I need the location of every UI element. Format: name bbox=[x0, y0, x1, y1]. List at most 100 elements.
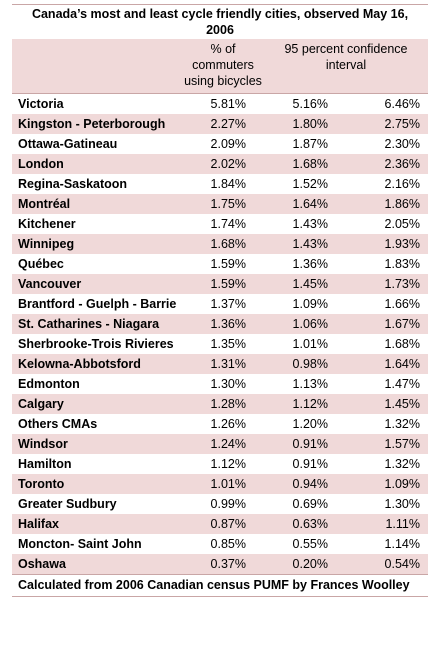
percent-cell: 1.24% bbox=[210, 437, 246, 451]
table-row: Oshawa 0.37% 0.20% 0.54% bbox=[12, 554, 428, 574]
percent-cell: 1.68% bbox=[210, 237, 246, 251]
percent-cell: 2.09% bbox=[210, 137, 246, 151]
ci-low-cell: 1.06% bbox=[292, 317, 328, 331]
table-row: Montréal 1.75% 1.64% 1.86% bbox=[12, 194, 428, 214]
table-row: Brantford - Guelph - Barrie 1.37% 1.09% 1.6… bbox=[12, 294, 428, 314]
ci-high-cell: 2.05% bbox=[384, 217, 420, 231]
table-row: Halifax 0.87% 0.63% 1.11% bbox=[12, 514, 428, 534]
ci-low-cell: 0.69% bbox=[292, 497, 328, 511]
ci-low-cell: 1.43% bbox=[292, 217, 328, 231]
ci-high-cell: 1.64% bbox=[384, 357, 420, 371]
percent-cell: 1.12% bbox=[210, 457, 246, 471]
city-cell: Halifax bbox=[18, 517, 59, 531]
percent-cell: 0.85% bbox=[210, 537, 246, 551]
city-cell: Oshawa bbox=[18, 557, 66, 571]
percent-cell: 1.31% bbox=[210, 357, 246, 371]
city-cell: Montréal bbox=[18, 197, 71, 211]
percent-cell: 1.37% bbox=[210, 297, 246, 311]
table-row: Kingston - Peterborough 2.27% 1.80% 2.75% bbox=[12, 114, 428, 134]
percent-cell: 1.75% bbox=[210, 197, 246, 211]
ci-low-cell: 1.68% bbox=[292, 157, 328, 171]
percent-cell: 0.99% bbox=[210, 497, 246, 511]
ci-high-cell: 1.57% bbox=[384, 437, 420, 451]
percent-cell: 0.37% bbox=[210, 557, 246, 571]
table-row: Sherbrooke-Trois Rivieres 1.35% 1.01% 1.68% bbox=[12, 334, 428, 354]
percent-cell: 0.87% bbox=[210, 517, 246, 531]
city-cell: Hamilton bbox=[18, 457, 72, 471]
city-cell: Moncton- Saint John bbox=[18, 537, 142, 551]
percent-cell: 1.26% bbox=[210, 417, 246, 431]
ci-high-cell: 1.47% bbox=[384, 377, 420, 391]
table-row: Hamilton 1.12% 0.91% 1.32% bbox=[12, 454, 428, 474]
header-pct: % of commuters using bicycles bbox=[184, 42, 262, 88]
ci-low-cell: 1.45% bbox=[292, 277, 328, 291]
city-cell: Kingston - Peterborough bbox=[18, 117, 166, 131]
city-cell: Vancouver bbox=[18, 277, 82, 291]
ci-low-cell: 1.13% bbox=[292, 377, 328, 391]
ci-high-cell: 1.32% bbox=[384, 417, 420, 431]
ci-low-cell: 1.09% bbox=[292, 297, 328, 311]
ci-high-cell: 1.45% bbox=[384, 397, 420, 411]
ci-low-cell: 1.12% bbox=[292, 397, 328, 411]
city-cell: Ottawa-Gatineau bbox=[18, 137, 118, 151]
ci-high-cell: 2.75% bbox=[384, 117, 420, 131]
ci-high-cell: 2.36% bbox=[384, 157, 420, 171]
ci-low-cell: 1.80% bbox=[292, 117, 328, 131]
ci-high-cell: 6.46% bbox=[384, 97, 420, 111]
city-cell: Kelowna-Abbotsford bbox=[18, 357, 141, 371]
table-row: Greater Sudbury 0.99% 0.69% 1.30% bbox=[12, 494, 428, 514]
percent-cell: 1.59% bbox=[210, 277, 246, 291]
ci-high-cell: 1.14% bbox=[384, 537, 420, 551]
city-cell: Québec bbox=[18, 257, 64, 271]
percent-cell: 1.84% bbox=[210, 177, 246, 191]
table-row: Calgary 1.28% 1.12% 1.45% bbox=[12, 394, 428, 414]
city-cell: Victoria bbox=[18, 97, 64, 111]
ci-low-cell: 0.91% bbox=[292, 437, 328, 451]
city-cell: Greater Sudbury bbox=[18, 497, 117, 511]
ci-low-cell: 0.91% bbox=[292, 457, 328, 471]
ci-low-cell: 0.20% bbox=[292, 557, 328, 571]
percent-cell: 1.01% bbox=[210, 477, 246, 491]
ci-high-cell: 1.09% bbox=[384, 477, 420, 491]
city-cell: Regina-Saskatoon bbox=[18, 177, 128, 191]
ci-low-cell: 5.16% bbox=[292, 97, 328, 111]
ci-high-cell: 1.66% bbox=[384, 297, 420, 311]
table-body: Victoria 5.81% 5.16% 6.46% Kingston - Peterb… bbox=[12, 94, 428, 574]
percent-cell: 1.59% bbox=[210, 257, 246, 271]
table-header: % of commuters using bicycles 95 percent… bbox=[12, 39, 428, 94]
city-cell: Windsor bbox=[18, 437, 68, 451]
table-footer: Calculated from 2006 Canadian census PUM… bbox=[12, 574, 428, 596]
percent-cell: 1.35% bbox=[210, 337, 246, 351]
percent-cell: 1.30% bbox=[210, 377, 246, 391]
header-city bbox=[12, 41, 182, 89]
percent-cell: 2.02% bbox=[210, 157, 246, 171]
table-row: Kitchener 1.74% 1.43% 2.05% bbox=[12, 214, 428, 234]
percent-cell: 1.28% bbox=[210, 397, 246, 411]
ci-low-cell: 1.36% bbox=[292, 257, 328, 271]
ci-low-cell: 1.64% bbox=[292, 197, 328, 211]
table-row: Vancouver 1.59% 1.45% 1.73% bbox=[12, 274, 428, 294]
ci-high-cell: 1.86% bbox=[384, 197, 420, 211]
table-row: Windsor 1.24% 0.91% 1.57% bbox=[12, 434, 428, 454]
percent-cell: 1.74% bbox=[210, 217, 246, 231]
ci-low-cell: 0.94% bbox=[292, 477, 328, 491]
ci-high-cell: 1.73% bbox=[384, 277, 420, 291]
table-row: Ottawa-Gatineau 2.09% 1.87% 2.30% bbox=[12, 134, 428, 154]
ci-high-cell: 1.30% bbox=[384, 497, 420, 511]
table-title: Canada’s most and least cycle friendly c… bbox=[12, 5, 428, 39]
ci-low-cell: 1.20% bbox=[292, 417, 328, 431]
city-cell: Calgary bbox=[18, 397, 64, 411]
ci-low-cell: 1.52% bbox=[292, 177, 328, 191]
ci-low-cell: 0.63% bbox=[292, 517, 328, 531]
table-row: St. Catharines - Niagara 1.36% 1.06% 1.67% bbox=[12, 314, 428, 334]
cycle-friendly-table: Canada’s most and least cycle friendly c… bbox=[12, 4, 428, 597]
percent-cell: 1.36% bbox=[210, 317, 246, 331]
ci-high-cell: 1.83% bbox=[384, 257, 420, 271]
ci-high-cell: 1.68% bbox=[384, 337, 420, 351]
city-cell: Kitchener bbox=[18, 217, 76, 231]
ci-high-cell: 1.11% bbox=[385, 517, 420, 531]
table-row: Regina-Saskatoon 1.84% 1.52% 2.16% bbox=[12, 174, 428, 194]
ci-low-cell: 0.98% bbox=[292, 357, 328, 371]
ci-low-cell: 1.87% bbox=[292, 137, 328, 151]
header-ci: 95 percent confidence interval bbox=[284, 42, 408, 72]
